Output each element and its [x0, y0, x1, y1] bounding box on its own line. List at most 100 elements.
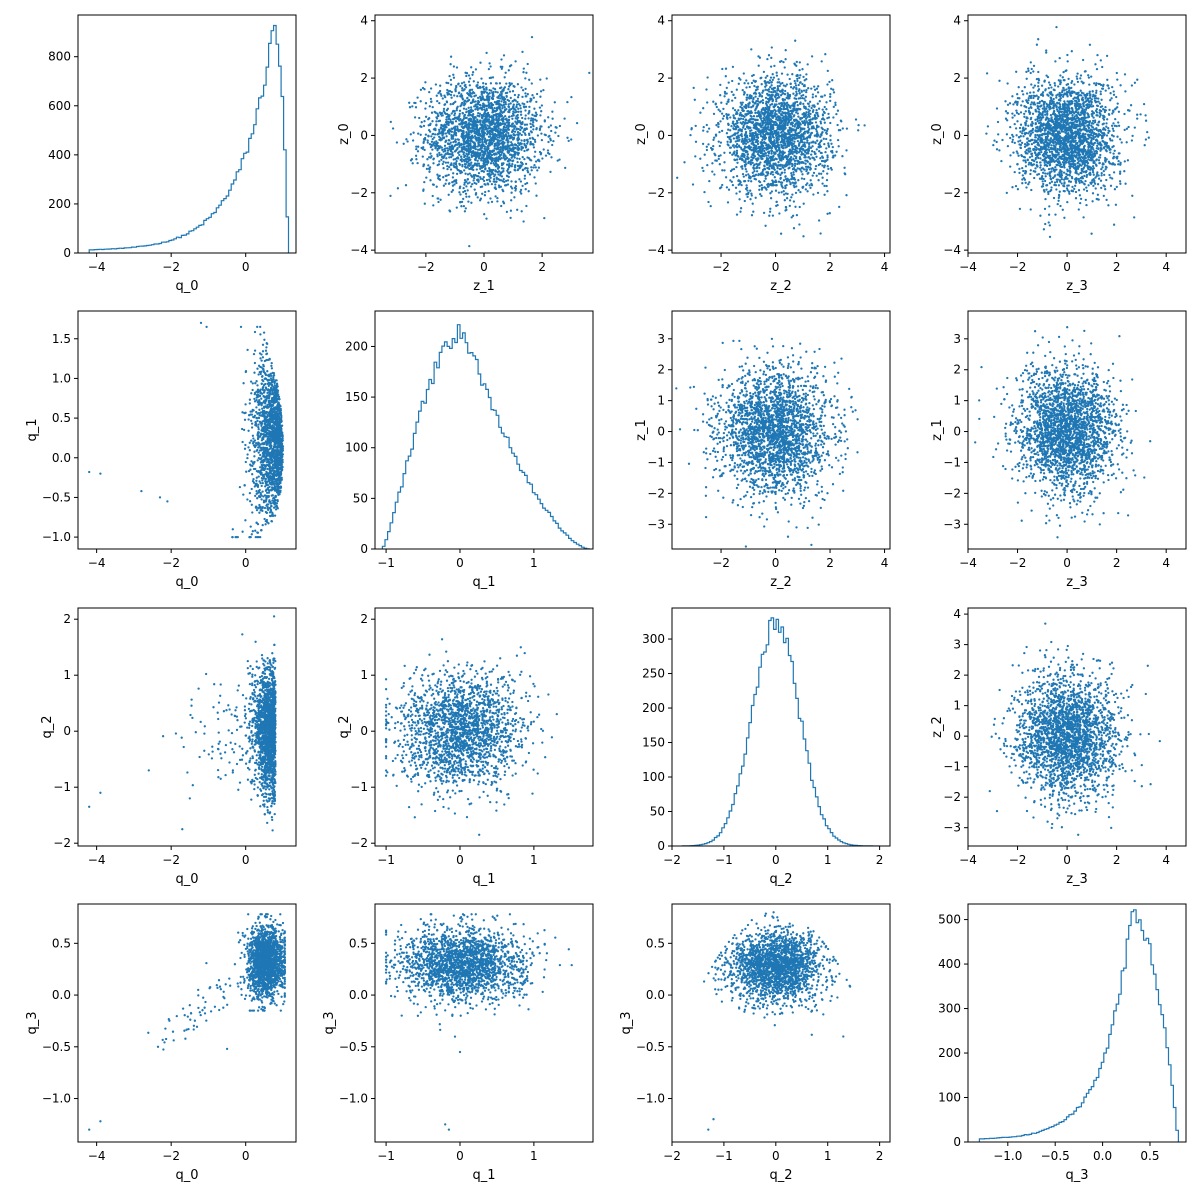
- scatter-point: [762, 211, 766, 215]
- scatter-point: [460, 93, 463, 96]
- scatter-point: [795, 185, 798, 188]
- scatter-point: [431, 132, 435, 136]
- scatter-point: [488, 167, 491, 170]
- scatter-point: [793, 162, 797, 165]
- scatter-point: [836, 138, 840, 142]
- scatter-point: [727, 128, 730, 131]
- axes-frame: [671, 14, 891, 254]
- scatter-point: [1107, 126, 1110, 130]
- scatter-point: [551, 143, 554, 147]
- scatter-point: [736, 161, 739, 164]
- scatter-point: [443, 103, 446, 107]
- scatter-point: [429, 97, 433, 101]
- scatter-point: [511, 187, 514, 190]
- scatter-point: [722, 114, 726, 118]
- scatter-point: [799, 168, 802, 171]
- scatter-point: [534, 166, 537, 169]
- scatter-point: [480, 93, 483, 96]
- scatter-point: [777, 153, 781, 157]
- scatter-point: [483, 111, 486, 114]
- scatter-point: [784, 49, 787, 52]
- scatter-point: [732, 133, 736, 136]
- scatter-point: [781, 165, 784, 169]
- scatter-point: [496, 196, 499, 200]
- scatter-point: [496, 123, 499, 126]
- scatter-point: [790, 135, 793, 138]
- scatter-point: [460, 205, 463, 208]
- x-axis-label: z_2: [770, 279, 792, 294]
- scatter-point: [782, 108, 785, 111]
- scatter-point: [823, 184, 826, 188]
- scatter-point: [423, 180, 426, 184]
- scatter-point: [760, 188, 764, 191]
- scatter-point: [427, 164, 430, 167]
- scatter-point: [494, 127, 498, 130]
- scatter-point: [811, 174, 814, 177]
- scatter-point: [456, 156, 459, 159]
- scatter-point: [774, 180, 777, 184]
- scatter-point: [813, 158, 816, 161]
- scatter-point: [464, 148, 467, 152]
- scatter-point: [493, 153, 496, 156]
- scatter-point: [492, 139, 495, 143]
- scatter-point: [463, 99, 467, 102]
- scatter-point: [694, 124, 697, 128]
- scatter-point: [756, 135, 759, 138]
- scatter-point: [493, 107, 496, 110]
- scatter-point: [752, 152, 755, 155]
- scatter-point: [442, 184, 446, 187]
- scatter-point: [450, 135, 453, 138]
- scatter-point: [814, 128, 818, 131]
- scatter-point: [803, 97, 806, 100]
- scatter-point: [734, 186, 738, 189]
- y-tick-label: 600: [48, 99, 71, 113]
- scatter-point: [754, 80, 757, 83]
- scatter-point: [749, 175, 752, 179]
- scatter-point: [729, 179, 732, 182]
- scatter-point: [826, 69, 829, 73]
- scatter-point: [558, 124, 562, 128]
- scatter-point: [782, 193, 786, 196]
- scatter-point: [504, 103, 507, 106]
- scatter-point: [770, 84, 773, 87]
- scatter-point: [501, 149, 505, 152]
- scatter-point: [740, 165, 743, 168]
- scatter-point: [804, 162, 807, 165]
- scatter-point: [814, 95, 818, 98]
- scatter-point: [792, 166, 796, 170]
- scatter-point: [493, 159, 496, 163]
- scatter-point: [526, 169, 529, 172]
- scatter-point: [464, 134, 467, 138]
- scatter-point: [707, 200, 710, 204]
- scatter-point: [760, 110, 763, 113]
- scatter-point: [807, 155, 810, 159]
- scatter-point: [737, 118, 741, 121]
- scatter-point: [477, 162, 481, 165]
- scatter-point: [450, 130, 454, 133]
- scatter-point: [780, 134, 783, 138]
- scatter-point: [452, 76, 456, 79]
- scatter-point: [798, 223, 801, 226]
- scatter-point: [481, 113, 485, 117]
- scatter-point: [750, 106, 753, 109]
- scatter-point: [741, 152, 744, 156]
- scatter-point: [832, 116, 835, 119]
- scatter-point: [757, 129, 760, 132]
- scatter-point: [769, 164, 772, 167]
- scatter-point: [413, 116, 417, 119]
- scatter-point: [472, 80, 475, 83]
- scatter-point: [442, 107, 446, 111]
- scatter-point: [758, 184, 761, 188]
- scatter-point: [797, 189, 800, 192]
- scatter-point: [780, 72, 784, 75]
- scatter-point: [813, 134, 816, 137]
- scatter-point: [534, 114, 538, 118]
- scatter-point: [546, 149, 550, 152]
- scatter-point: [436, 99, 439, 103]
- scatter-point: [478, 103, 482, 107]
- scatter-point: [784, 114, 787, 118]
- scatter-point: [795, 213, 799, 217]
- scatter-point: [461, 145, 465, 149]
- scatter-point: [789, 150, 792, 153]
- scatter-point: [483, 105, 486, 109]
